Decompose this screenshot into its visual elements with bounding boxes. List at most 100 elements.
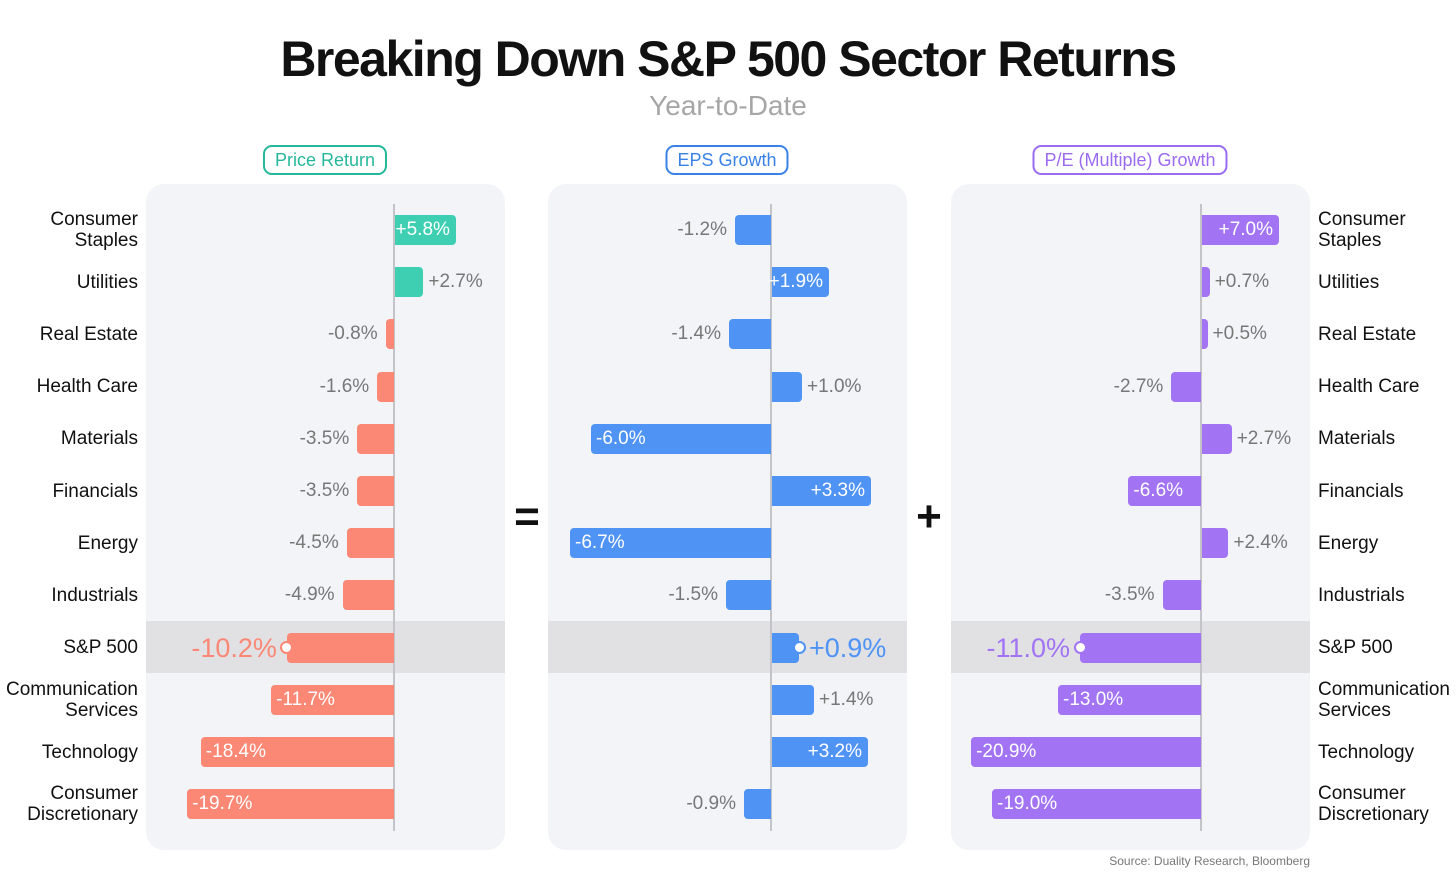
data-label-eps-growth-1: +1.9% — [768, 271, 823, 293]
bar-price-return-8 — [286, 632, 394, 663]
panel-title-p-e-multiple-growth: P/E (Multiple) Growth — [1032, 145, 1228, 175]
bar-price-return-1 — [395, 267, 424, 298]
bar-p-e-multiple-growth-0 — [1202, 215, 1279, 245]
category-label-left-financials: Financials — [52, 465, 138, 517]
bar-price-return-11 — [187, 789, 394, 820]
panel-p-e-multiple-growth: +7.0% +0.7% +0.5% -2.7% +2.7% -6.6% +2.4% -3.5%… — [951, 184, 1310, 850]
category-label-left-real-estate: Real Estate — [40, 308, 138, 360]
category-label-right-consumer-discretionary: Consumer Discretionary — [1318, 778, 1429, 830]
data-label-eps-growth-8: +0.9% — [809, 632, 887, 663]
category-label-text: Industrials — [1318, 584, 1405, 606]
bar-p-e-multiple-growth-10 — [971, 737, 1201, 767]
bar-price-return-0 — [395, 215, 456, 245]
bar-price-return-5 — [357, 476, 394, 506]
bar-eps-growth-9 — [772, 684, 814, 715]
category-label-left-industrials: Industrials — [51, 569, 138, 621]
bar-eps-growth-5 — [772, 476, 871, 506]
category-label-text: Materials — [60, 428, 138, 450]
data-label-price-return-2: -0.8% — [327, 323, 378, 345]
category-label-left-consumer-discretionary: Consumer Discretionary — [27, 778, 138, 830]
category-label-text: Energy — [77, 532, 138, 554]
bar-price-return-3 — [377, 371, 394, 402]
bar-p-e-multiple-growth-8 — [1080, 632, 1201, 663]
data-label-p-e-multiple-growth-0: +7.0% — [1218, 219, 1273, 240]
category-label-text: Consumer Discretionary — [27, 783, 138, 826]
data-label-eps-growth-7: -1.5% — [668, 584, 718, 606]
category-label-left-consumer-staples: Consumer Staples — [50, 204, 138, 256]
panel-price-return: +5.8% +2.7% -0.8% -1.6% -3.5% -3.5% -4.5% -4.9%… — [146, 184, 505, 850]
bar-p-e-multiple-growth-11 — [992, 789, 1201, 820]
bar-p-e-multiple-growth-4 — [1202, 423, 1232, 454]
category-label-right-consumer-staples: Consumer Staples — [1318, 204, 1406, 256]
data-label-price-return-7: -4.9% — [284, 584, 335, 606]
bar-price-return-10 — [200, 737, 394, 767]
bar-eps-growth-3 — [772, 371, 802, 402]
panel-title-eps-growth: EPS Growth — [665, 145, 789, 175]
category-label-text: Materials — [1318, 428, 1396, 450]
data-label-eps-growth-11: -0.9% — [686, 793, 736, 815]
data-label-p-e-multiple-growth-9: -13.0% — [1063, 688, 1124, 710]
bar-price-return-7 — [342, 580, 394, 611]
data-label-price-return-5: -3.5% — [299, 480, 350, 501]
data-label-eps-growth-4: -6.0% — [596, 427, 646, 449]
category-label-right-utilities: Utilities — [1318, 256, 1379, 308]
source-note: Source: Duality Research, Bloomberg — [1109, 854, 1310, 868]
category-label-text: Communication Services — [6, 678, 138, 721]
category-label-text: Real Estate — [39, 323, 138, 345]
zero-axis-line — [770, 204, 772, 831]
category-label-text: Health Care — [1318, 376, 1420, 398]
data-label-price-return-1: +2.7% — [428, 271, 483, 293]
category-label-text: Utilities — [1318, 271, 1380, 293]
bar-eps-growth-7 — [726, 580, 771, 611]
category-label-text: Communication Services — [1318, 678, 1450, 721]
data-label-eps-growth-3: +1.0% — [807, 375, 862, 397]
category-label-text: Technology — [41, 741, 138, 763]
data-label-eps-growth-2: -1.4% — [671, 323, 721, 345]
category-label-text: S&P 500 — [1318, 637, 1393, 659]
category-label-text: Health Care — [36, 376, 138, 398]
category-label-text: Consumer Discretionary — [1318, 783, 1429, 826]
data-label-price-return-9: -11.7% — [276, 688, 335, 710]
category-label-text: Consumer Staples — [50, 209, 138, 251]
category-label-right-energy: Energy — [1318, 517, 1378, 569]
category-label-text: S&P 500 — [63, 637, 138, 659]
category-label-left-materials: Materials — [61, 413, 138, 465]
sp500-marker-p-e-multiple-growth — [1073, 641, 1087, 655]
bar-eps-growth-11 — [744, 789, 771, 820]
plus-operator: + — [916, 492, 942, 541]
category-label-left-health-care: Health Care — [37, 361, 138, 413]
bar-price-return-4 — [357, 423, 394, 454]
bar-eps-growth-10 — [772, 737, 868, 767]
sp500-marker-price-return — [280, 641, 294, 655]
data-label-eps-growth-5: +3.3% — [810, 480, 865, 501]
data-label-price-return-0: +5.8% — [395, 219, 450, 240]
category-label-text: Financials — [52, 480, 138, 502]
category-label-text: Utilities — [76, 271, 138, 293]
category-label-text: Industrials — [51, 584, 138, 606]
category-label-right-real-estate: Real Estate — [1318, 308, 1416, 360]
data-label-p-e-multiple-growth-8: -11.0% — [986, 632, 1070, 663]
data-label-p-e-multiple-growth-6: +2.4% — [1233, 532, 1288, 554]
data-label-eps-growth-10: +3.2% — [807, 741, 862, 762]
page-title: Breaking Down S&P 500 Sector Returns — [280, 31, 1177, 87]
bar-p-e-multiple-growth-6 — [1202, 528, 1229, 559]
data-label-p-e-multiple-growth-5: -6.6% — [1133, 480, 1184, 501]
zero-axis-line — [1200, 204, 1202, 831]
zero-axis-line — [393, 204, 395, 831]
category-label-text: Technology — [1318, 741, 1415, 763]
data-label-p-e-multiple-growth-3: -2.7% — [1113, 375, 1164, 397]
category-label-text: Financials — [1318, 480, 1404, 502]
bar-eps-growth-2 — [729, 319, 771, 350]
category-label-text: Energy — [1318, 532, 1379, 554]
bar-price-return-6 — [346, 528, 394, 559]
category-label-text: Consumer Staples — [1318, 209, 1406, 251]
bar-p-e-multiple-growth-9 — [1058, 684, 1201, 715]
data-label-p-e-multiple-growth-10: -20.9% — [976, 741, 1037, 762]
data-label-price-return-4: -3.5% — [299, 427, 350, 449]
category-label-left-technology: Technology — [42, 726, 138, 778]
category-label-right-health-care: Health Care — [1318, 361, 1419, 413]
category-label-right-industrials: Industrials — [1318, 569, 1405, 621]
data-label-p-e-multiple-growth-11: -19.0% — [997, 793, 1058, 815]
bar-p-e-multiple-growth-3 — [1171, 371, 1201, 402]
category-label-right-s-p-500: S&P 500 — [1318, 622, 1393, 674]
